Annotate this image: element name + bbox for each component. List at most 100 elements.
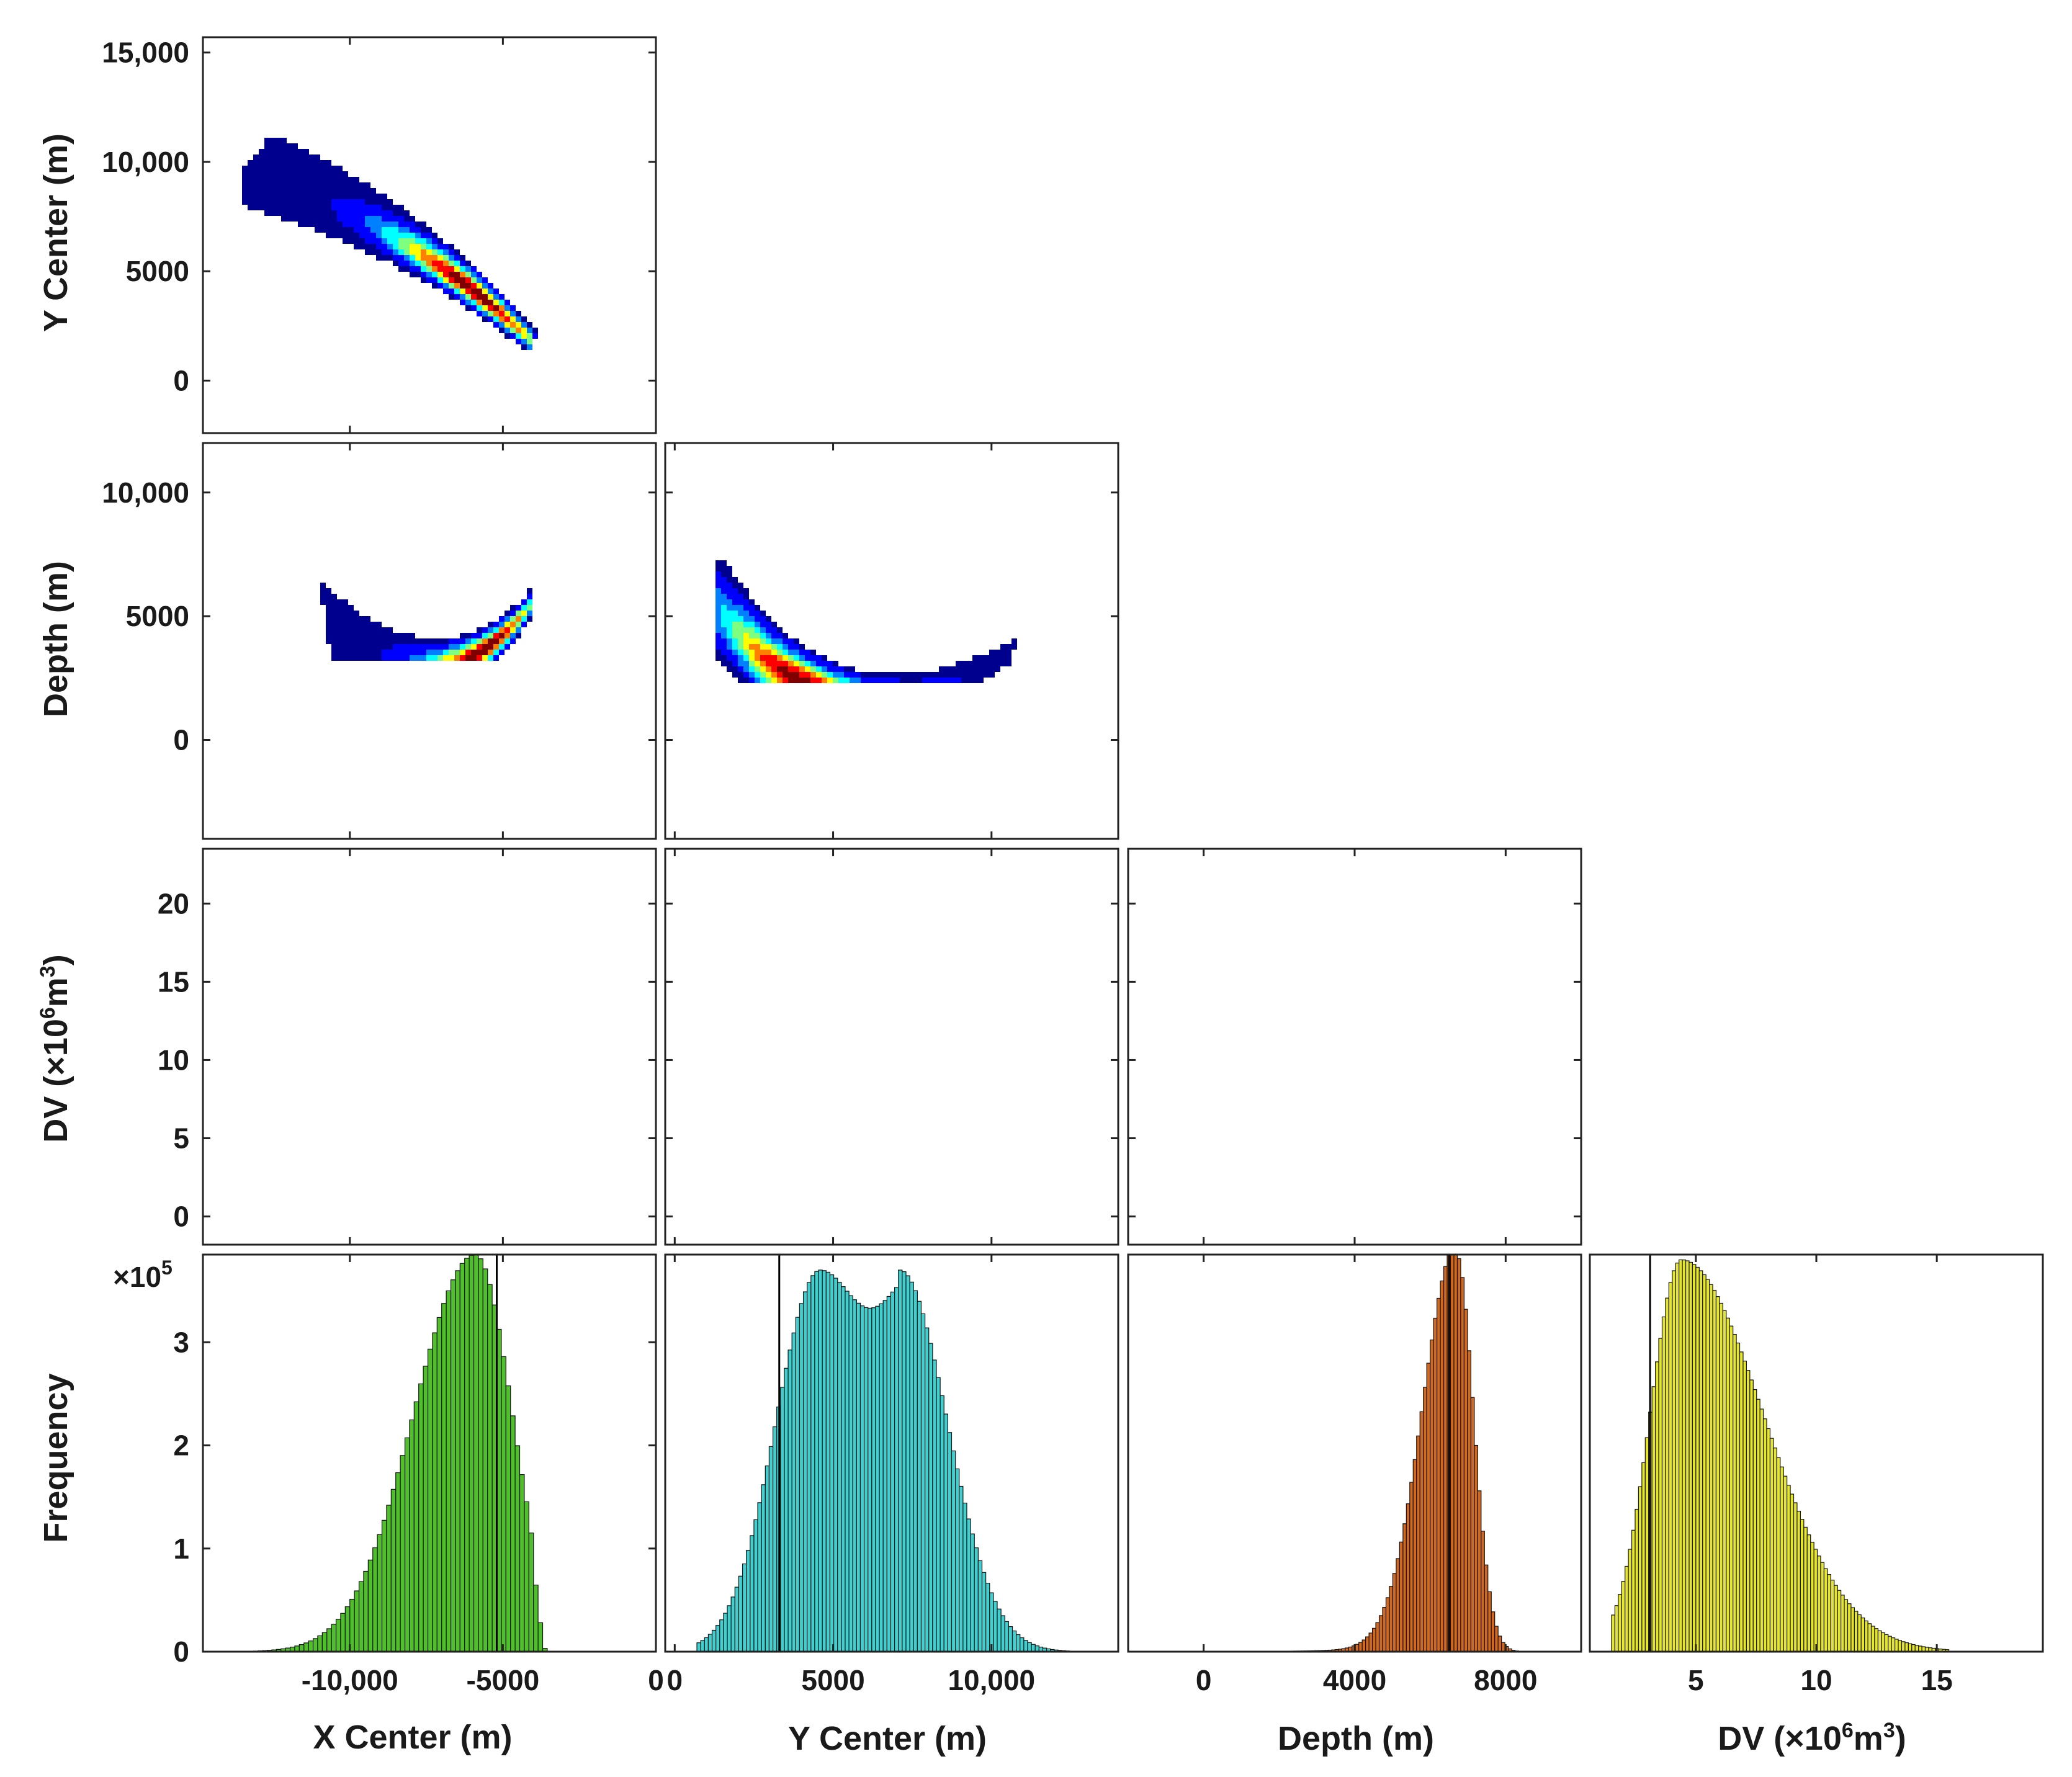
heat-cell	[715, 599, 721, 605]
hist-bar	[349, 1598, 355, 1652]
heat-cell	[359, 650, 365, 655]
hist-bar	[1011, 1630, 1017, 1652]
hist-bar	[514, 1445, 521, 1652]
hist-bar	[1635, 1508, 1639, 1652]
y-tick-label: 20	[158, 887, 189, 920]
heat-cell	[760, 666, 766, 672]
heat-cell	[465, 283, 471, 289]
ylabel-frequency: Frequency	[37, 1373, 74, 1542]
heat-cell	[370, 188, 376, 194]
heat-cell	[967, 672, 972, 678]
heat-cell	[343, 227, 348, 233]
heat-cell	[359, 227, 365, 233]
heat-cell	[292, 199, 298, 205]
hist-bar	[1860, 1618, 1865, 1652]
heat-cell	[738, 650, 743, 655]
heat-cell	[292, 171, 298, 177]
heat-cell	[894, 672, 900, 678]
heat-cell	[315, 227, 320, 233]
heat-cell	[292, 177, 298, 182]
hist-bar	[1412, 1459, 1417, 1652]
heat-cell	[343, 644, 348, 650]
hist-bar	[1437, 1297, 1441, 1652]
heat-cell	[505, 638, 510, 644]
heat-cell	[850, 678, 855, 683]
heat-cell	[715, 571, 721, 577]
heat-cell	[264, 177, 270, 182]
y-tick-label: 5000	[126, 600, 189, 632]
heat-cell	[404, 266, 410, 272]
hist-bar	[955, 1468, 960, 1652]
heat-cell	[326, 622, 331, 627]
heat-cell	[259, 166, 264, 171]
heat-cell	[326, 638, 331, 644]
heat-cell	[482, 300, 488, 305]
heat-cell	[309, 182, 315, 188]
heat-cell	[972, 672, 978, 678]
heat-cell	[984, 655, 989, 661]
heat-cell	[482, 294, 488, 300]
heat-cell	[516, 322, 521, 328]
heat-cell	[721, 616, 727, 622]
heat-cell	[961, 666, 967, 672]
hist-bar	[537, 1622, 544, 1652]
heat-cell	[437, 277, 443, 283]
heat-cell	[393, 205, 398, 210]
heat-cell	[359, 210, 365, 216]
heat-cell	[449, 255, 454, 261]
heat-cell	[298, 222, 303, 227]
heat-cell	[387, 255, 393, 261]
heat-cell	[432, 272, 437, 277]
heat-cell	[348, 194, 354, 199]
heat-cell	[259, 205, 264, 210]
heat-cell	[510, 328, 516, 333]
hist-bar	[1844, 1599, 1849, 1652]
heat-cell	[477, 644, 482, 650]
axes-frame	[202, 36, 657, 434]
heat-cell	[287, 210, 292, 216]
heat-cell	[743, 633, 749, 638]
hist-bar	[917, 1300, 922, 1652]
heat-cell	[732, 638, 738, 644]
heat-cell	[499, 616, 505, 622]
heat-cell	[477, 283, 482, 289]
hist-bar	[1450, 1254, 1455, 1652]
heat-cell	[337, 233, 343, 238]
hist-bar	[947, 1432, 953, 1652]
heat-cell	[387, 638, 393, 644]
heat-cell	[721, 571, 727, 577]
y-vs-depth	[664, 442, 1119, 840]
hist-bar	[837, 1281, 842, 1652]
heat-cell	[376, 633, 382, 638]
hist-bar	[432, 1332, 437, 1652]
heat-cell	[727, 599, 732, 605]
heat-cell	[755, 666, 760, 672]
hist-bar	[372, 1547, 378, 1652]
heat-cell	[270, 166, 276, 171]
hist-bar	[1433, 1317, 1438, 1652]
heat-cell	[359, 622, 365, 627]
hist-bar	[920, 1313, 926, 1652]
heat-cell	[749, 633, 755, 638]
heat-cell	[259, 149, 264, 154]
heat-cell	[766, 666, 771, 672]
heat-cell	[337, 177, 343, 182]
hist-bar	[1870, 1626, 1875, 1652]
heat-cell	[443, 244, 449, 249]
heat-cell	[738, 638, 743, 644]
heat-cell	[259, 188, 264, 194]
heat-cell	[259, 194, 264, 199]
heat-cell	[359, 644, 365, 650]
heat-cell	[755, 661, 760, 666]
heat-cell	[499, 300, 505, 305]
x-tick-label: 10	[1800, 1664, 1832, 1696]
heat-cell	[732, 577, 738, 583]
heat-cell	[292, 166, 298, 171]
heat-cell	[410, 272, 415, 277]
heat-cell	[944, 672, 950, 678]
hist-bar	[450, 1279, 456, 1652]
heat-cell	[766, 638, 771, 644]
heat-cell	[348, 605, 354, 611]
heat-cell	[961, 672, 967, 678]
heat-cell	[376, 249, 382, 255]
